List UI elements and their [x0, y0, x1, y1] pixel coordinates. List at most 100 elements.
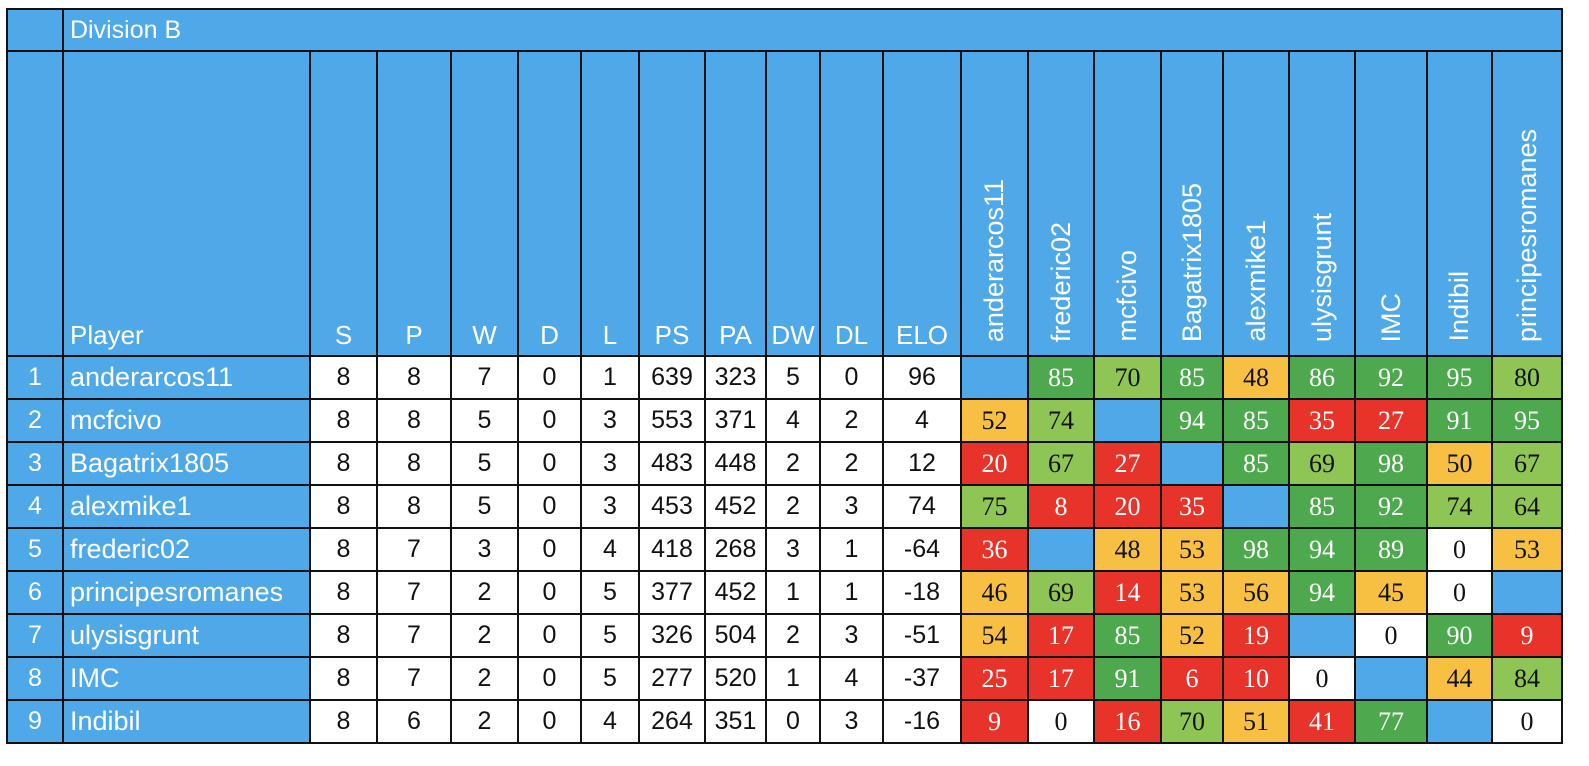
stat-cell-dw: 2	[765, 441, 821, 486]
stat-cell-dw: 2	[765, 484, 821, 529]
stat-cell-dw: 1	[765, 570, 821, 615]
self-match-cell	[1160, 441, 1224, 486]
result-cell: 74	[1027, 398, 1095, 443]
player-header: Player	[62, 50, 311, 357]
result-cell: 14	[1093, 570, 1162, 615]
stat-cell-s: 8	[309, 613, 378, 658]
stat-cell-ps: 418	[638, 527, 706, 572]
result-cell: 77	[1354, 699, 1428, 744]
player-name-cell: ulysisgrunt	[62, 613, 311, 658]
stat-cell-p: 8	[376, 355, 452, 400]
result-cell: 85	[1160, 355, 1224, 400]
stat-cell-s: 8	[309, 398, 378, 443]
result-cell: 67	[1027, 441, 1095, 486]
opponent-header: Bagatrix1805	[1160, 50, 1224, 357]
standings-table: Division B Player S P W D L PS PA DW DL ELO andera…	[6, 8, 1564, 744]
player-name-cell: frederic02	[62, 527, 311, 572]
result-cell: 75	[960, 484, 1029, 529]
result-cell: 92	[1354, 355, 1428, 400]
stat-cell-ps: 377	[638, 570, 706, 615]
stat-cell-d: 0	[517, 570, 582, 615]
stat-cell-dw: 3	[765, 527, 821, 572]
result-cell: 9	[1490, 613, 1564, 658]
stat-cell-dw: 0	[765, 699, 821, 744]
stat-cell-ps: 483	[638, 441, 706, 486]
stat-cell-ps: 639	[638, 355, 706, 400]
rank-cell: 2	[6, 398, 64, 443]
opponent-header-label: anderarcos11	[979, 178, 1009, 342]
rank-header-cell	[6, 50, 64, 357]
stat-header-w: W	[450, 50, 519, 357]
stat-cell-dl: 3	[819, 484, 884, 529]
stat-cell-w: 2	[450, 656, 519, 701]
stat-cell-ps: 264	[638, 699, 706, 744]
result-cell: 85	[1222, 441, 1290, 486]
stat-cell-w: 5	[450, 441, 519, 486]
result-cell: 9	[960, 699, 1029, 744]
result-cell: 53	[1160, 527, 1224, 572]
result-cell: 85	[1288, 484, 1356, 529]
stat-cell-dw: 4	[765, 398, 821, 443]
stat-cell-s: 8	[309, 570, 378, 615]
result-cell: 25	[960, 656, 1029, 701]
stat-cell-w: 2	[450, 699, 519, 744]
result-cell: 95	[1490, 398, 1564, 443]
stat-cell-p: 7	[376, 570, 452, 615]
stat-cell-elo: -51	[882, 613, 962, 658]
stat-cell-dl: 4	[819, 656, 884, 701]
stat-cell-d: 0	[517, 355, 582, 400]
opponent-header: principesromanes	[1490, 50, 1564, 357]
result-cell: 80	[1490, 355, 1564, 400]
stat-header-d: D	[517, 50, 582, 357]
result-cell: 85	[1027, 355, 1095, 400]
stat-cell-w: 3	[450, 527, 519, 572]
stat-header-dw: DW	[765, 50, 821, 357]
result-cell: 46	[960, 570, 1029, 615]
stat-cell-l: 5	[580, 613, 640, 658]
stat-cell-dl: 3	[819, 613, 884, 658]
stat-cell-pa: 323	[704, 355, 767, 400]
stat-cell-w: 7	[450, 355, 519, 400]
result-cell: 52	[1160, 613, 1224, 658]
result-cell: 53	[1490, 527, 1564, 572]
stat-cell-s: 8	[309, 699, 378, 744]
result-cell: 8	[1027, 484, 1095, 529]
stat-cell-dl: 2	[819, 441, 884, 486]
stat-cell-s: 8	[309, 527, 378, 572]
result-cell: 64	[1490, 484, 1564, 529]
result-cell: 17	[1027, 613, 1095, 658]
stat-cell-dl: 0	[819, 355, 884, 400]
opponent-header-label: mcfcivo	[1112, 250, 1142, 342]
result-cell: 35	[1288, 398, 1356, 443]
stat-cell-s: 8	[309, 484, 378, 529]
rank-cell: 4	[6, 484, 64, 529]
result-cell: 51	[1222, 699, 1290, 744]
opponent-header-label: IMC	[1375, 292, 1406, 343]
stat-cell-elo: -16	[882, 699, 962, 744]
result-cell: 95	[1426, 355, 1493, 400]
opponent-header: frederic02	[1027, 50, 1095, 357]
stat-cell-p: 7	[376, 656, 452, 701]
stat-cell-dl: 1	[819, 570, 884, 615]
title-corner-cell	[6, 8, 64, 52]
stat-cell-l: 4	[580, 527, 640, 572]
stat-cell-pa: 520	[704, 656, 767, 701]
self-match-cell	[960, 355, 1029, 400]
stat-cell-elo: 96	[882, 355, 962, 400]
opponent-header-label: alexmike1	[1240, 220, 1271, 342]
stat-cell-d: 0	[517, 656, 582, 701]
opponent-header: Indibil	[1426, 50, 1493, 357]
result-cell: 20	[1093, 484, 1162, 529]
result-cell: 67	[1490, 441, 1564, 486]
result-cell: 0	[1426, 527, 1493, 572]
result-cell: 27	[1093, 441, 1162, 486]
stat-cell-pa: 371	[704, 398, 767, 443]
table-row: 6 principesromanes 8 7 2 0 5 377 452 1 1 -18 46 69 14 5…	[6, 570, 1564, 615]
result-cell: 36	[960, 527, 1029, 572]
player-name-cell: principesromanes	[62, 570, 311, 615]
result-cell: 69	[1027, 570, 1095, 615]
result-cell: 50	[1426, 441, 1493, 486]
standings-sheet: Division B Player S P W D L PS PA DW DL ELO andera…	[6, 8, 1564, 744]
result-cell: 0	[1027, 699, 1095, 744]
result-cell: 98	[1222, 527, 1290, 572]
